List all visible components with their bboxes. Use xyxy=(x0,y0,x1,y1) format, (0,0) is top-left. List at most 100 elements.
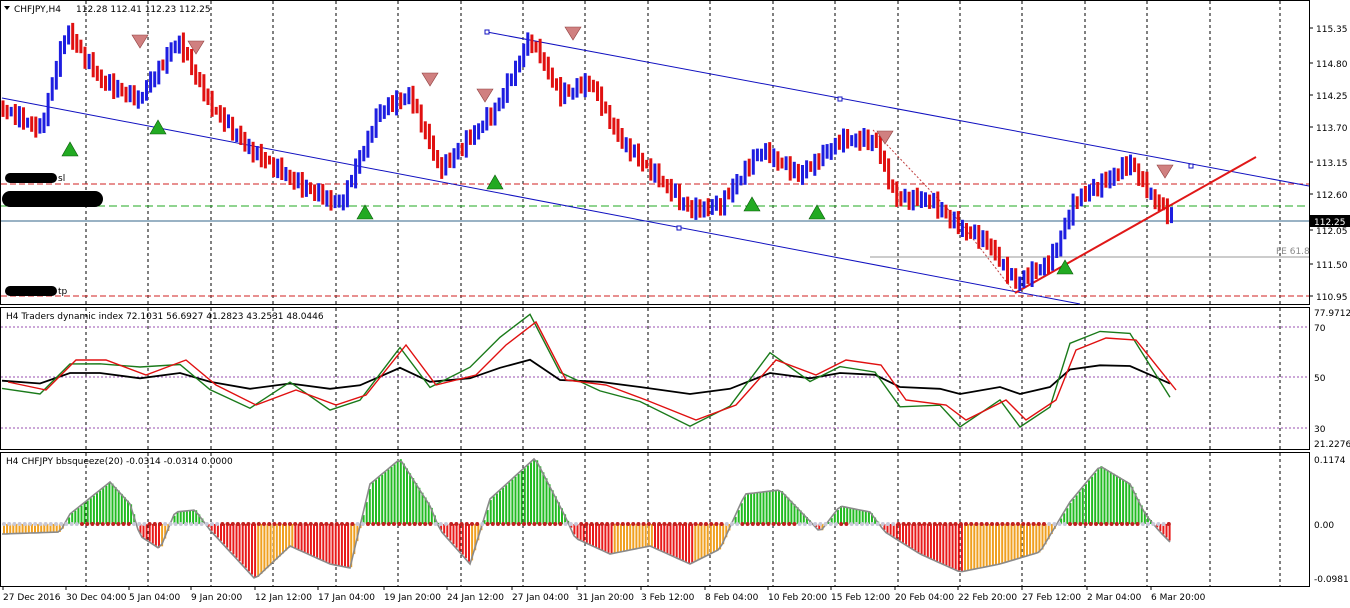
squeeze-bar xyxy=(37,524,40,533)
squeeze-bar xyxy=(353,524,356,555)
squeeze-bar xyxy=(985,524,988,567)
dropdown-triangle-icon[interactable] xyxy=(4,6,10,10)
squeeze-bar xyxy=(278,524,281,557)
squeeze-bar xyxy=(1075,495,1078,524)
squeeze-bar xyxy=(926,524,929,558)
squeeze-bar xyxy=(635,524,638,549)
channel-anchor[interactable] xyxy=(1188,163,1194,169)
time-label: 8 Feb 04:00 xyxy=(705,593,759,603)
channel-anchor[interactable] xyxy=(676,225,682,231)
squeeze-bar xyxy=(325,524,328,562)
squeeze-bar xyxy=(1097,469,1100,524)
squeeze-bar xyxy=(1022,524,1025,558)
squeeze-bar xyxy=(381,474,384,524)
squeeze-dot xyxy=(137,522,142,526)
squeeze-dot xyxy=(1068,522,1072,526)
squeeze-dot xyxy=(189,522,194,526)
squeeze-dot xyxy=(225,522,230,526)
squeeze-bar xyxy=(34,524,36,533)
squeeze-bar xyxy=(737,510,740,524)
channel-anchor[interactable] xyxy=(484,29,490,35)
squeeze-bar xyxy=(409,473,412,524)
squeeze-dot xyxy=(64,522,69,526)
squeeze-bar xyxy=(554,496,557,524)
squeeze-dot xyxy=(59,522,64,526)
squeeze-dot xyxy=(615,522,620,526)
squeeze-dot xyxy=(272,522,277,526)
squeeze-bar xyxy=(641,524,644,548)
squeeze-bar xyxy=(629,524,632,551)
squeeze-bar xyxy=(585,524,588,543)
channel-upper-line[interactable] xyxy=(486,31,1310,187)
squeeze-bar xyxy=(712,524,715,553)
price-channel[interactable] xyxy=(1,29,1310,305)
squeeze-bar xyxy=(582,524,585,542)
squeeze-bar xyxy=(15,524,18,534)
squeeze-dot xyxy=(787,522,792,526)
squeeze-dot xyxy=(756,522,760,526)
squeeze-dot xyxy=(979,522,984,526)
squeeze-bar xyxy=(933,524,935,560)
squeeze-dot xyxy=(906,522,911,526)
squeeze-dot xyxy=(282,522,287,526)
squeeze-dot xyxy=(308,522,313,526)
squeeze-dot xyxy=(600,522,604,526)
horizontal-levels xyxy=(1,183,1309,297)
tp-marker: tp xyxy=(5,286,68,297)
squeeze-bar xyxy=(207,524,210,527)
time-label: 9 Jan 20:00 xyxy=(191,593,243,603)
squeeze-bar xyxy=(309,524,312,555)
squeeze-bar xyxy=(520,471,523,524)
redacted-blob xyxy=(5,286,57,296)
squeeze-bar xyxy=(1035,524,1038,554)
redacted-blob-large xyxy=(2,191,103,207)
squeeze-bar xyxy=(356,524,359,542)
squeeze-bar xyxy=(46,524,49,533)
squeeze-bar xyxy=(762,492,765,524)
tp-label: tp xyxy=(58,287,68,297)
squeeze-dot xyxy=(480,522,485,526)
squeeze-bar xyxy=(176,511,179,524)
squeeze-dot xyxy=(771,522,776,526)
tdi-axis-label: 50 xyxy=(1314,374,1326,384)
squeeze-dot xyxy=(392,522,396,526)
squeeze-bar xyxy=(316,524,319,558)
squeeze-bar xyxy=(864,511,867,524)
squeeze-dot xyxy=(511,522,516,526)
squeeze-dot xyxy=(886,522,890,526)
squeeze-dot xyxy=(1109,522,1114,526)
channel-anchor[interactable] xyxy=(837,96,843,102)
squeeze-dot xyxy=(927,522,932,526)
squeeze-bar xyxy=(77,508,80,524)
squeeze-bar xyxy=(573,524,576,535)
squeeze-dot xyxy=(444,522,448,526)
squeeze-bar xyxy=(598,524,601,549)
squeeze-dot xyxy=(730,522,734,526)
squeeze-bar xyxy=(914,524,917,551)
sell-arrow-icon xyxy=(131,34,149,49)
squeeze-bar xyxy=(802,513,805,524)
squeeze-bar xyxy=(477,524,480,541)
squeeze-bar xyxy=(644,524,647,548)
squeeze-dot xyxy=(995,522,1000,526)
squeeze-bar xyxy=(43,524,46,533)
squeeze-bar xyxy=(306,524,309,554)
squeeze-bar xyxy=(1106,470,1109,524)
trendline[interactable] xyxy=(1014,156,1257,294)
time-label: 31 Jan 20:00 xyxy=(577,593,634,603)
channel-lower-line[interactable] xyxy=(1,97,1081,305)
squeeze-dot xyxy=(184,522,188,526)
squeeze-bar xyxy=(991,524,994,566)
sell-arrow-icon xyxy=(564,26,582,41)
squeeze-dot xyxy=(54,522,58,526)
squeeze-bar xyxy=(579,524,582,541)
squeeze-dot xyxy=(1104,522,1109,526)
tdi-indicator-pane[interactable] xyxy=(0,307,1310,450)
squeeze-bar xyxy=(592,524,594,546)
squeeze-dot xyxy=(1047,522,1052,526)
squeeze-bar xyxy=(313,524,315,557)
main-price-pane[interactable] xyxy=(0,0,1310,305)
squeeze-bar xyxy=(790,500,793,524)
squeeze-dot xyxy=(667,522,672,526)
